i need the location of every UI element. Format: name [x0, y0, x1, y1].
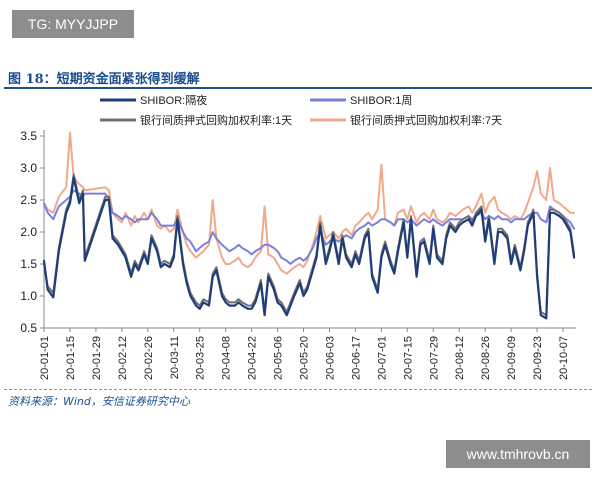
x-tick-label: 20-07-29	[428, 336, 440, 380]
series-line	[43, 131, 576, 275]
legend-label: SHIBOR:隔夜	[140, 93, 207, 107]
x-tick-label: 20-09-23	[532, 336, 544, 380]
source-rule	[4, 389, 592, 390]
series-line	[42, 176, 576, 320]
series-line	[43, 173, 576, 317]
x-tick-label: 20-08-12	[454, 336, 466, 380]
legend-label: 银行间质押式回购加权利率:1天	[140, 113, 292, 127]
x-tick-label: 20-07-15	[402, 336, 414, 380]
x-tick-label: 20-01-29	[91, 336, 103, 380]
y-tick-label: 1.5	[20, 257, 37, 271]
figure-title: 图 18：短期资金面紧张得到缓解	[8, 72, 200, 87]
x-tick-label: 20-05-06	[273, 336, 285, 380]
source-note: 资料来源：Wind，安信证券研究中心	[8, 395, 190, 408]
x-tick-label: 20-02-26	[143, 336, 155, 380]
y-tick-label: 2.5	[20, 193, 37, 207]
y-tick-label: 0.5	[20, 321, 37, 335]
series-lines	[42, 131, 576, 320]
x-tick-label: 20-06-03	[324, 336, 336, 380]
x-tick-label: 20-09-09	[506, 336, 518, 380]
x-axis: 20-01-01 20-01-15 20-01-29 20-02-12 20-02-26…	[39, 327, 576, 380]
title-rule	[4, 87, 592, 89]
x-tick-label: 20-03-25	[195, 336, 207, 380]
y-tick-label: 3.5	[20, 129, 37, 143]
x-tick-label: 20-05-20	[299, 336, 311, 380]
x-tick-label: 20-02-12	[117, 336, 129, 380]
y-tick-label: 2.0	[20, 225, 37, 239]
x-tick-label: 20-01-15	[65, 336, 77, 380]
legend-label: SHIBOR:1周	[350, 94, 412, 107]
x-tick-label: 20-10-07	[558, 336, 570, 380]
legend-label: 银行间质押式回购加权利率:7天	[350, 113, 502, 127]
watermark-top: TG: MYYJJPP	[12, 10, 134, 38]
y-tick-label: 3.0	[20, 161, 37, 175]
x-tick-label: 20-04-22	[247, 336, 259, 380]
x-tick-label: 20-04-08	[221, 336, 233, 380]
x-tick-label: 20-06-17	[350, 336, 362, 380]
y-tick-label: 1.0	[20, 289, 37, 303]
watermark-bottom: www.tmhrovb.cn	[446, 440, 590, 468]
x-tick-label: 20-08-26	[480, 336, 492, 380]
x-tick-label: 20-07-01	[376, 336, 388, 380]
y-axis: 0.5 1.0 1.5 2.0 2.5 3.0 3.5	[20, 129, 45, 335]
x-tick-label: 20-01-01	[39, 336, 51, 380]
x-tick-label: 20-03-11	[169, 336, 181, 379]
